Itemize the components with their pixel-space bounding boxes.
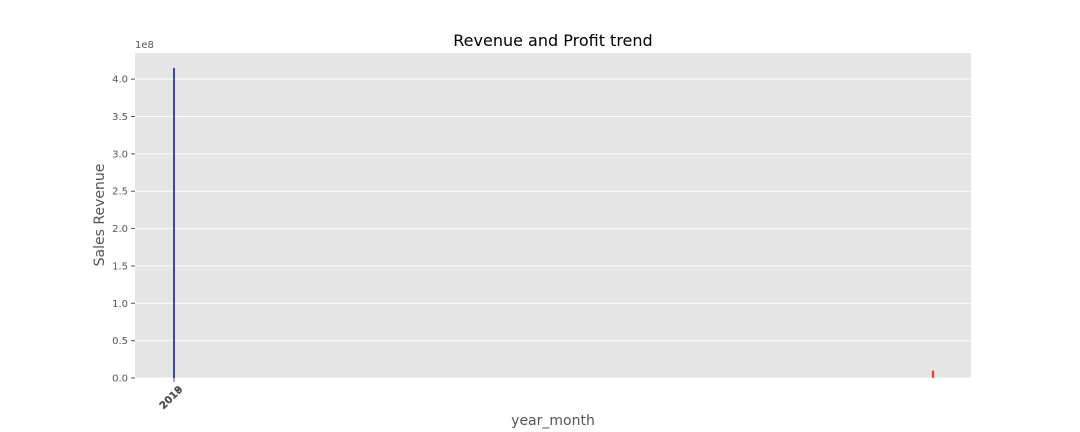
profit-bar [932, 371, 934, 378]
y-ticks: 0.0 0.5 1.0 1.5 2.0 2.5 3.0 3.5 4.0 [112, 75, 135, 385]
y-tick-label: 1.0 [112, 299, 128, 310]
revenue-bar [173, 68, 174, 378]
y-tick-label: 4.0 [112, 75, 128, 86]
y-offset-label: 1e8 [135, 40, 154, 51]
y-tick-label: 3.0 [112, 149, 128, 160]
y-tick-label: 0.0 [112, 374, 128, 385]
y-tick-label: 1.5 [112, 261, 128, 272]
y-tick-label: 2.0 [112, 224, 128, 235]
chart-title: Revenue and Profit trend [453, 31, 652, 50]
plot-background [135, 53, 971, 378]
y-tick-label: 2.5 [112, 187, 128, 198]
x-axis-label: year_month [511, 413, 595, 429]
y-tick-label: 3.5 [112, 112, 128, 123]
y-axis-label: Sales Revenue [92, 164, 108, 267]
y-tick-label: 0.5 [112, 336, 128, 347]
